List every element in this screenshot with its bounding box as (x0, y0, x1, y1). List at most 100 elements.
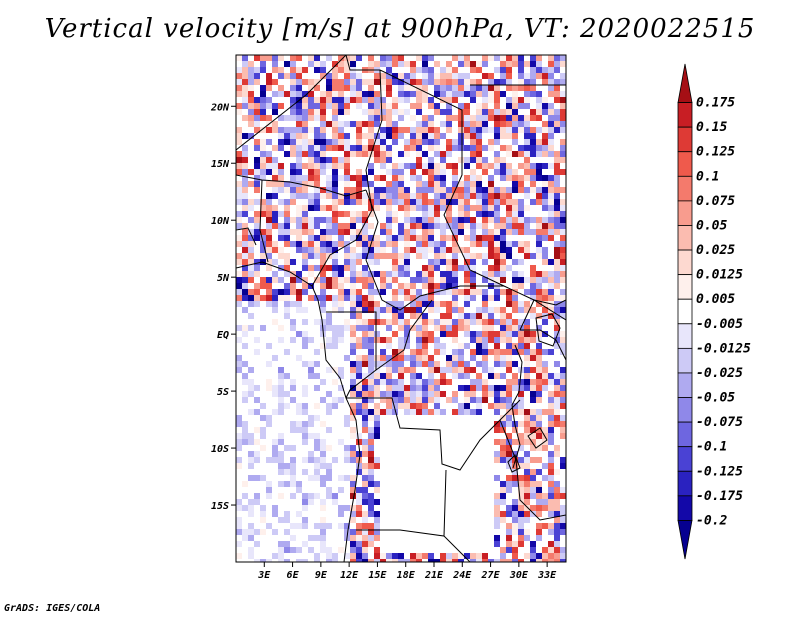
field-cell (242, 103, 248, 109)
field-cell (542, 187, 548, 193)
y-tick-label: 20N (210, 102, 230, 113)
field-cell (332, 193, 338, 199)
field-cell (290, 151, 296, 157)
field-cell (284, 289, 290, 295)
field-cell (344, 67, 350, 73)
field-cell (308, 361, 314, 367)
field-cell (482, 349, 488, 355)
field-cell (476, 199, 482, 205)
field-cell (530, 271, 536, 277)
field-cell (422, 241, 428, 247)
field-cell (524, 91, 530, 97)
field-cell (386, 391, 392, 397)
field-cell (284, 559, 290, 562)
field-cell (428, 235, 434, 241)
colorbar-label: 0.125 (696, 145, 735, 160)
field-cell (530, 487, 536, 493)
field-cell (296, 547, 302, 553)
field-cell (296, 331, 302, 337)
field-cell (560, 169, 566, 175)
field-cell (488, 205, 494, 211)
field-cell (512, 169, 518, 175)
field-cell (428, 301, 434, 307)
field-cell (380, 319, 386, 325)
field-cell (254, 499, 260, 505)
country-borders (236, 55, 566, 562)
field-cell (428, 331, 434, 337)
field-cell (344, 505, 350, 511)
field-cell (236, 55, 242, 61)
field-cell (410, 85, 416, 91)
field-cell (368, 283, 374, 289)
field-cell (296, 211, 302, 217)
field-cell (362, 301, 368, 307)
field-cell (440, 157, 446, 163)
field-cell (296, 307, 302, 313)
field-cell (458, 133, 464, 139)
field-cell (506, 529, 512, 535)
field-cell (458, 403, 464, 409)
field-cell (350, 151, 356, 157)
field-cell (434, 253, 440, 259)
field-cell (338, 367, 344, 373)
field-cell (248, 313, 254, 319)
field-cell (272, 211, 278, 217)
y-tick-label: 10N (211, 216, 230, 227)
field-cell (290, 139, 296, 145)
field-cell (368, 433, 374, 439)
field-cell (314, 253, 320, 259)
field-cell (518, 163, 524, 169)
field-cell (308, 127, 314, 133)
field-cell (254, 439, 260, 445)
field-cell (440, 331, 446, 337)
field-cell (554, 241, 560, 247)
field-cell (242, 379, 248, 385)
field-cell (314, 109, 320, 115)
field-cell (482, 241, 488, 247)
field-cell (488, 97, 494, 103)
field-cell (512, 361, 518, 367)
field-cell (542, 79, 548, 85)
field-cell (506, 61, 512, 67)
field-cell (386, 283, 392, 289)
field-cell (398, 175, 404, 181)
field-cell (434, 181, 440, 187)
field-cell (548, 85, 554, 91)
field-cell (524, 247, 530, 253)
x-tick-label: 24E (452, 570, 472, 581)
field-cell (308, 163, 314, 169)
field-cell (296, 175, 302, 181)
field-cell (524, 253, 530, 259)
field-cell (554, 499, 560, 505)
field-cell (392, 241, 398, 247)
field-cell (374, 139, 380, 145)
field-cell (488, 187, 494, 193)
field-cell (320, 541, 326, 547)
field-cell (260, 205, 266, 211)
field-cell (536, 247, 542, 253)
field-cell (554, 487, 560, 493)
field-cell (506, 223, 512, 229)
field-cell (548, 133, 554, 139)
field-cell (314, 385, 320, 391)
field-cell (560, 385, 566, 391)
field-cell (374, 487, 380, 493)
field-cell (560, 421, 566, 427)
field-cell (404, 391, 410, 397)
field-cell (332, 277, 338, 283)
field-cell (488, 235, 494, 241)
field-cell (248, 523, 254, 529)
colorbar-label: 0.0125 (696, 268, 743, 283)
field-cell (356, 151, 362, 157)
field-cell (452, 283, 458, 289)
field-cell (494, 289, 500, 295)
field-cell (326, 193, 332, 199)
field-cell (362, 559, 368, 562)
field-cell (326, 445, 332, 451)
field-cell (458, 205, 464, 211)
field-cell (272, 301, 278, 307)
field-cell (410, 409, 416, 415)
field-cell (506, 379, 512, 385)
velocity-field (236, 55, 566, 562)
field-cell (488, 295, 494, 301)
